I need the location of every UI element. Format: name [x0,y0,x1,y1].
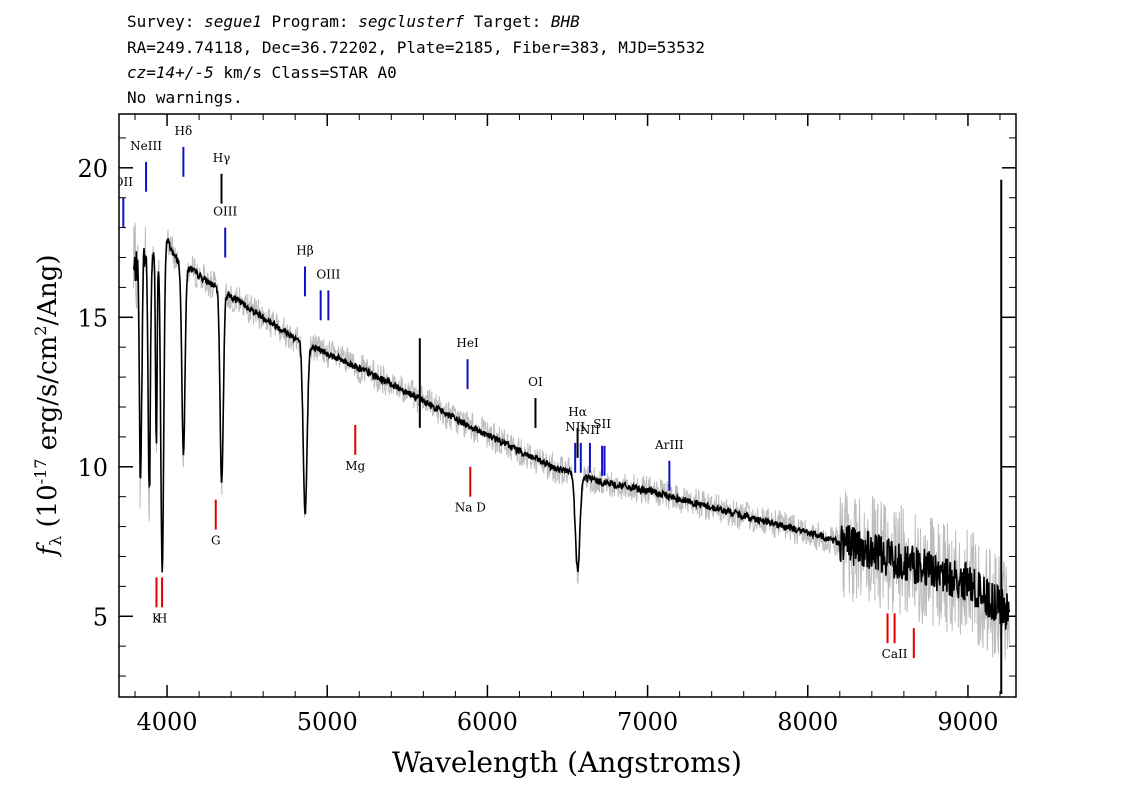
spectral-line-label: OI [528,375,543,389]
x-tick-label: 4000 [137,708,198,736]
plot-area: OIINeIIIHδHγOIIIHβOIIIHeIOINIIHαNIISIIAr… [114,124,1011,695]
spectral-line-label: NII [580,423,600,437]
header-line-redshift: cz=14+/-5 km/s Class=STAR A0 [127,63,397,82]
y-axis-label-exp: -17 [31,459,50,485]
spectrum-line [132,237,1011,630]
y-tick-label: 20 [77,155,108,183]
spectral-line-label: OII [114,175,134,189]
program-label: Program: [261,12,359,31]
y-tick-label: 5 [93,603,108,631]
spectral-line-label: SII [593,417,611,431]
spectral-line-label: Hβ [296,244,313,258]
y-axis-label: fλ (10-17 erg/s/cm2/Ang) [31,254,65,557]
y-tick-label: 15 [77,304,108,332]
x-tick-label: 8000 [777,708,838,736]
survey-value: segue1 [204,12,262,31]
spectral-line-label: Mg [345,459,365,473]
spike-layer [418,179,1003,695]
target-value: BHB [550,12,580,31]
y-axis-label-main: (10 [33,484,63,536]
x-axis-label: Wavelength (Angstroms) [392,746,742,779]
x-tick-label: 7000 [617,708,678,736]
y-axis-label-end: /Ang) [33,254,63,325]
header-line-warnings: No warnings. [127,88,243,107]
spectral-line-label: ArIII [654,438,684,452]
spectral-line-label: NII [565,420,585,434]
line-marker-layer: OIINeIIIHδHγOIIIHβOIIIHeIOINIIHαNIISIIAr… [114,124,915,661]
spectral-line-label: OIII [213,205,237,219]
x-tick-label: 5000 [297,708,358,736]
spectral-line-label: Hδ [175,124,193,138]
y-axis-label-sub: λ [46,536,65,546]
y-tick-label: 10 [77,454,108,482]
spectral-line-label: CaII [882,647,908,661]
spectral-line-label: NeIII [130,139,162,153]
y-axis-label-exp2: 2 [31,326,50,336]
spectral-line-label: OIII [316,267,340,281]
y-tick-label-layer: 5 10 15 20 [77,155,108,631]
y-axis-label-rest: erg/s/cm [33,336,63,459]
target-label: Target: [464,12,551,31]
noise-band [132,223,1010,660]
x-tick-label: 6000 [457,708,518,736]
spectral-line-label: K [152,611,162,625]
spectral-line-label: Hα [568,405,587,419]
spectral-line-label: H [157,611,167,625]
spectral-line-label: HeI [456,336,479,350]
spectral-line-label: G [211,534,221,548]
cz-rest: km/s Class=STAR A0 [213,63,397,82]
cz-value: cz=14+/-5 [127,63,214,82]
survey-label: Survey: [127,12,205,31]
x-tick-label: 9000 [937,708,998,736]
header-line-coordinates: RA=249.74118, Dec=36.72202, Plate=2185, … [127,38,705,57]
x-tick-label-layer: 4000 5000 6000 7000 8000 9000 [137,708,999,736]
program-value: segclusterf [358,12,465,31]
tick-layer [119,114,1016,697]
spectral-line-label: Na D [455,501,486,515]
header-line-survey: Survey: segue1 Program: segclusterf Targ… [127,12,580,31]
spectral-line-label: Hγ [213,151,231,165]
plot-frame [118,113,1017,698]
